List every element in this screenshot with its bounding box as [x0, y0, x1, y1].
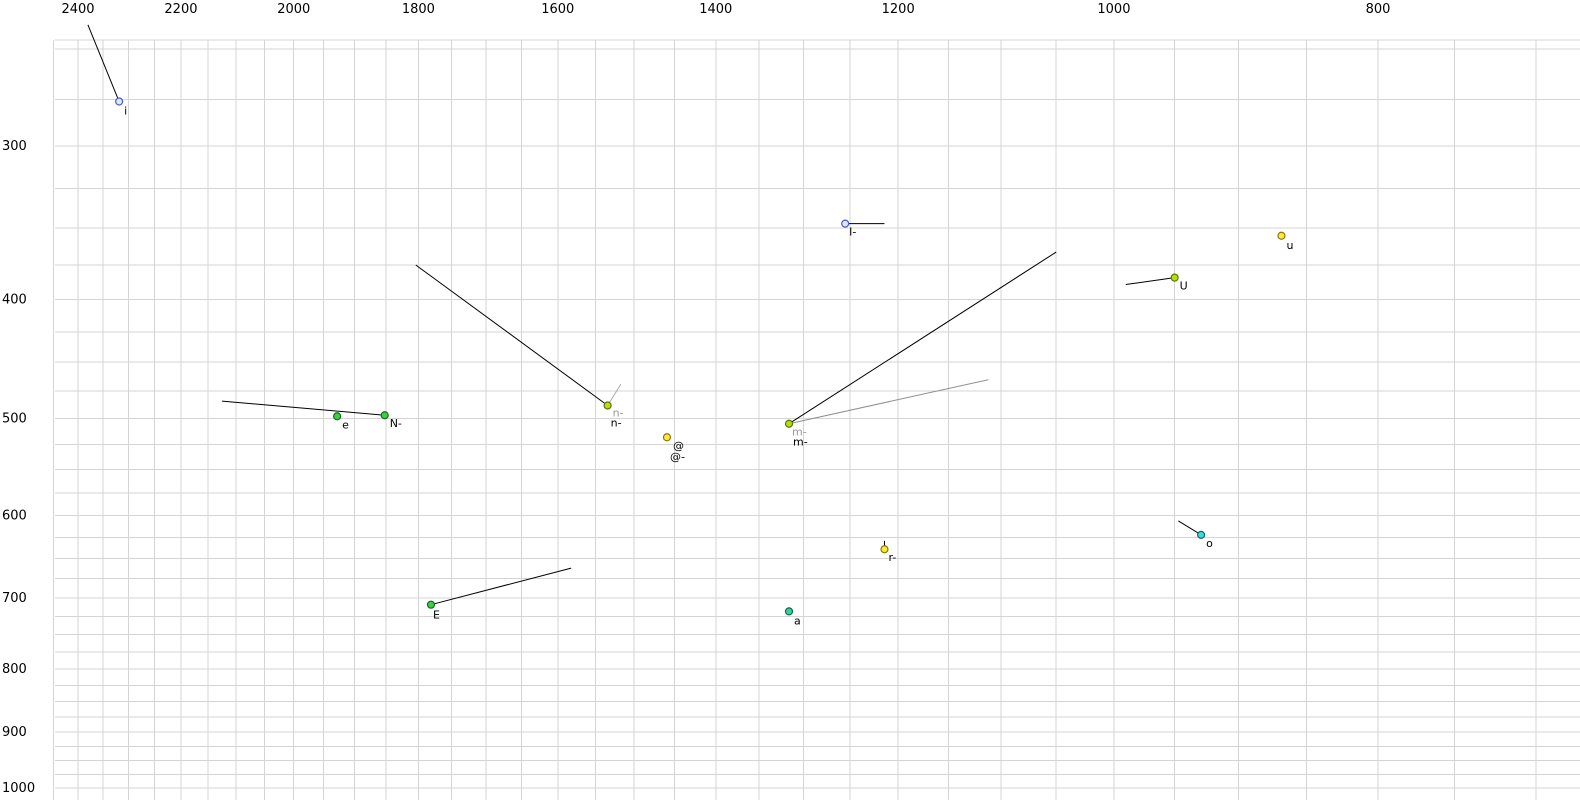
point-label-o: o: [1206, 537, 1213, 550]
y-axis-tick-label: 500: [2, 411, 27, 426]
trajectory-N-: [221, 400, 385, 416]
point-label-N-: N-: [390, 417, 402, 430]
point-label-n--tier2: n-: [611, 416, 622, 429]
y-axis-tick-label: 800: [2, 662, 27, 677]
point-label-m--tier2: m-: [793, 436, 808, 449]
data-points: [115, 97, 1286, 616]
point-m-[interactable]: [784, 419, 794, 428]
y-axis-tick-label: 900: [2, 725, 27, 740]
point-label-m-: m-: [792, 426, 807, 439]
point-label-E: E: [433, 609, 440, 622]
point-E[interactable]: [426, 600, 436, 609]
trajectory-n-: [607, 384, 622, 406]
trajectory-m-: [788, 379, 989, 425]
point-label-n-: n-: [613, 406, 624, 419]
point-N-[interactable]: [380, 411, 389, 420]
point-a[interactable]: [784, 607, 794, 616]
point-o[interactable]: [1196, 530, 1206, 539]
y-axis-tick-label: 300: [2, 139, 27, 154]
x-axis-tick-label: 2000: [277, 2, 310, 17]
y-axis-tick-label: 1000: [2, 781, 35, 796]
point-label-a: a: [794, 614, 801, 627]
point-label-e: e: [342, 418, 349, 431]
point-label-u: u: [1286, 239, 1293, 252]
point-n-[interactable]: [603, 401, 612, 410]
grid: [53, 39, 1580, 800]
x-axis-tick-label: 1400: [699, 2, 732, 17]
point-U[interactable]: [1170, 273, 1179, 282]
x-axis-tick-label: 800: [1366, 2, 1391, 17]
point-labels: i e N-n-n- @@- m-m- I-u Uo r-a E: [124, 105, 1293, 628]
x-axis-tick-label: 1600: [541, 2, 574, 17]
trajectory-i: [87, 24, 120, 102]
point-u[interactable]: [1277, 231, 1286, 240]
point-label-@: @: [673, 439, 684, 452]
x-axis-tick-label: 2200: [164, 2, 197, 17]
point-label-i: i: [124, 105, 127, 118]
trajectory-m-: [788, 251, 1057, 425]
point-e[interactable]: [333, 412, 342, 421]
trajectory-E: [430, 567, 572, 606]
point-label-U: U: [1180, 280, 1188, 293]
trajectory-lines: [87, 24, 1202, 606]
y-axis-tick-label: 700: [2, 591, 27, 606]
trajectory-U: [1125, 277, 1175, 286]
x-axis-tick-label: 1800: [402, 2, 435, 17]
x-axis-tick-label: 2400: [61, 2, 94, 17]
point-label-I-: I-: [849, 226, 856, 239]
point-label-@-tier2: @-: [670, 450, 685, 463]
trajectory-o: [1178, 520, 1202, 536]
x-axis-tick-label: 1200: [882, 2, 915, 17]
trajectory-n-: [415, 264, 608, 406]
y-axis-tick-label: 400: [2, 292, 27, 307]
x-axis-tick-label: 1000: [1097, 2, 1130, 17]
point-label-r-: r-: [888, 551, 896, 564]
point-@[interactable]: [662, 433, 672, 442]
axis-tick-labels: 2400 2200 2000 1800 1600 1400 1200 1000 800 300 40…: [2, 2, 1390, 796]
point-I-[interactable]: [841, 219, 850, 228]
point-i[interactable]: [115, 97, 124, 106]
point-r-[interactable]: [880, 545, 889, 554]
y-axis-tick-label: 600: [2, 509, 27, 524]
